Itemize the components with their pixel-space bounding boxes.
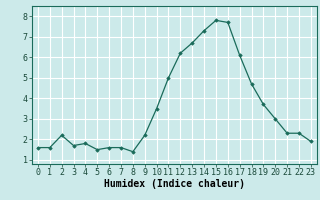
X-axis label: Humidex (Indice chaleur): Humidex (Indice chaleur) [104, 179, 245, 189]
